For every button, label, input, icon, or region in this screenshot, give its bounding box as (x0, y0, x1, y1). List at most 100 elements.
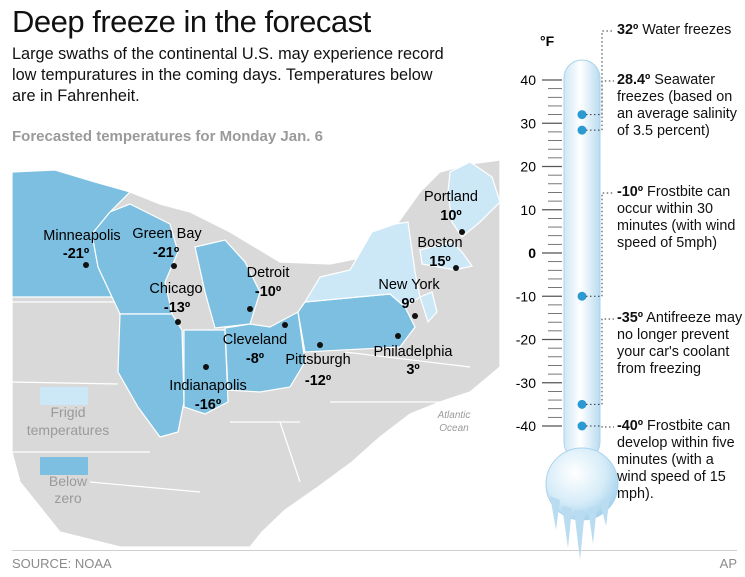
marker-dot (577, 291, 587, 301)
city-temp: 9º (401, 296, 415, 312)
city-temp: -10º (255, 284, 282, 300)
city-temp: 15º (429, 254, 451, 270)
state-ohio (224, 311, 306, 393)
marker-leader-line (586, 318, 614, 405)
city-boston: Boston 15º (417, 235, 463, 271)
city-pittsburgh: Pittsburgh -12º (285, 342, 351, 389)
city-detroit: Detroit -10º (247, 265, 290, 312)
marker-dot (577, 110, 587, 120)
legend-label-frigid-1: Frigid (50, 404, 85, 420)
annotation-text: Antifreeze may no longer prevent your ca… (617, 310, 743, 377)
tick-label: -30 (516, 375, 536, 391)
annotation-text: Water freezes (638, 22, 732, 38)
annotation-value: -40º (617, 418, 644, 434)
city-dot (203, 364, 209, 370)
legend-label-frigid-2: temperatures (27, 422, 109, 438)
city-name: Minneapolis (43, 228, 120, 244)
marker-dot (577, 421, 587, 431)
city-name: Chicago (149, 281, 202, 297)
tick-label: 10 (520, 202, 536, 218)
thermometer-ticks: 40 30 20 10 0 -10 -20 -30 -40 (516, 72, 562, 434)
icicles (550, 496, 610, 560)
legend-swatch-below-zero (40, 457, 88, 475)
annotation-value: -10º (617, 184, 644, 200)
marker-dot (577, 125, 587, 135)
city-name: Indianapolis (169, 378, 246, 394)
annotation-text: Seawater freezes (based on an average sa… (617, 72, 737, 139)
ocean-label-1: Atlantic (437, 410, 471, 421)
city-temp: -13º (164, 300, 191, 316)
tick-label: -20 (516, 332, 536, 348)
city-name: Philadelphia (373, 344, 453, 360)
map-title: Forecasted temperatures for Monday Jan. … (12, 128, 323, 145)
marker-leader-line (586, 192, 614, 297)
thermometer-markers (577, 30, 614, 431)
city-indianapolis: Indianapolis -16º (169, 364, 247, 413)
city-cleveland: Cleveland -8º (223, 322, 288, 367)
city-dot (412, 313, 418, 319)
marker-leader-line (586, 425, 614, 428)
city-dot (282, 322, 288, 328)
city-temp: -16º (195, 397, 222, 413)
city-dot (453, 265, 459, 271)
annotation-value: -35º (617, 310, 644, 326)
tick-label: 40 (520, 72, 536, 88)
marker-leader-line (586, 30, 614, 116)
city-temp: -8º (246, 351, 265, 367)
city-dot (83, 262, 89, 268)
annotation: 32º Water freezes (617, 22, 743, 39)
us-map: Frigid temperatures Below zero Atlantic … (11, 159, 500, 547)
city-temp: 10º (440, 208, 462, 224)
footer-rule (12, 550, 737, 551)
city-name: Green Bay (132, 226, 202, 242)
city-chicago: Chicago -13º (149, 281, 203, 325)
city-temp: -12º (305, 373, 332, 389)
state-new-york (303, 221, 421, 308)
ocean-label-2: Ocean (439, 423, 469, 434)
city-dot (459, 229, 465, 235)
city-dot (175, 319, 181, 325)
tick-label: 0 (528, 245, 536, 261)
city-dot (395, 333, 401, 339)
state-illinois (117, 313, 185, 438)
city-name: Pittsburgh (285, 352, 350, 368)
city-dot (171, 263, 177, 269)
state-michigan (194, 239, 261, 329)
legend-swatch-frigid (40, 387, 88, 405)
city-name: Cleveland (223, 332, 288, 348)
tick-label: -40 (516, 418, 536, 434)
state-nj-ri (419, 291, 438, 324)
tick-label: -10 (516, 288, 536, 304)
marker-leader-line (586, 80, 614, 131)
tick-label: 20 (520, 159, 536, 175)
city-temp: 3º (406, 362, 420, 378)
city-name: Detroit (247, 265, 290, 281)
page-subtitle: Large swaths of the continental U.S. may… (12, 45, 444, 105)
city-portland: Portland 10º (424, 189, 478, 235)
state-indiana (183, 329, 229, 415)
city-dot (317, 342, 323, 348)
annotation: -10º Frostbite can occur within 30 minut… (617, 184, 743, 252)
city-name: New York (378, 277, 440, 293)
frigid-states (303, 161, 500, 324)
annotation-text: Frostbite can occur within 30 minutes (w… (617, 184, 736, 251)
city-philadelphia: Philadelphia 3º (373, 333, 453, 378)
city-temp: -21º (153, 245, 180, 261)
annotation-value: 28.4º (617, 72, 651, 88)
state-massachusetts (419, 241, 474, 271)
below-zero-states (11, 169, 416, 438)
legend-label-below-2: zero (54, 490, 81, 506)
annotation: 28.4º Seawater freezes (based on an aver… (617, 72, 743, 140)
city-new-york: New York 9º (378, 277, 440, 319)
state-maine (447, 161, 500, 238)
state-borders (11, 301, 471, 493)
thermometer-chart: °F 40 30 20 10 0 -10 -20 -30 -40 (516, 30, 619, 560)
source-credit: SOURCE: NOAA (12, 556, 112, 571)
marker-dot (577, 399, 587, 409)
annotation-text: Frostbite can develop within five minute… (617, 418, 735, 502)
legend-label-below-1: Below (49, 473, 88, 489)
annotation: -40º Frostbite can develop within five m… (617, 418, 743, 503)
city-green-bay: Green Bay -21º (132, 226, 202, 269)
city-temp: -21º (63, 246, 90, 262)
page-title: Deep freeze in the forecast (12, 4, 371, 39)
